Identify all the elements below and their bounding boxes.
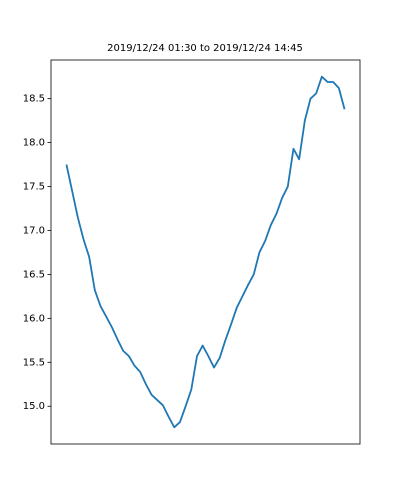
y-tick-label: 17.5 — [23, 182, 45, 193]
y-tick-label: 16.0 — [23, 313, 45, 324]
y-tick-label: 16.5 — [23, 269, 45, 280]
y-tick-label: 17.0 — [23, 225, 45, 236]
y-tick-label: 18.5 — [23, 94, 45, 105]
y-tick-label: 15.0 — [23, 401, 45, 412]
axes-frame — [50, 59, 361, 445]
y-tick-label: 18.0 — [23, 138, 45, 149]
chart-title: 2019/12/24 01:30 to 2019/12/24 14:45 — [107, 43, 303, 54]
line — [65, 75, 346, 429]
y-tick-label: 15.5 — [23, 357, 45, 368]
